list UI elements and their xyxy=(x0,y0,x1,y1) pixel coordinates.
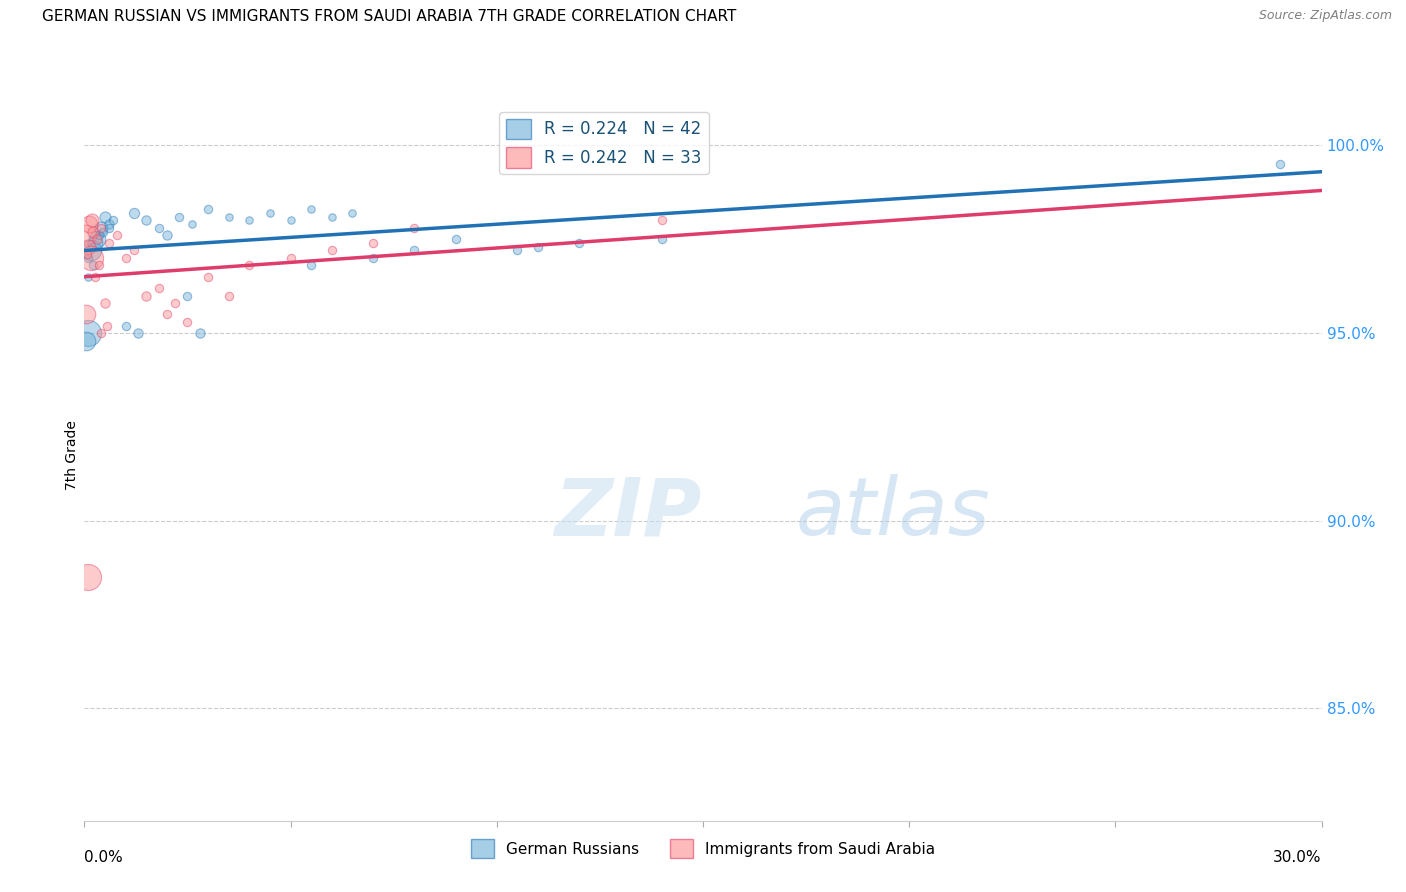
Point xyxy=(82,259,104,273)
Point xyxy=(651,232,673,246)
Point xyxy=(77,570,100,584)
Point xyxy=(114,318,136,333)
Point xyxy=(361,251,384,265)
Point xyxy=(361,235,384,250)
Point xyxy=(80,213,103,227)
Point xyxy=(259,206,281,220)
Point xyxy=(122,206,145,220)
Point xyxy=(188,326,211,340)
Point xyxy=(87,259,110,273)
Point xyxy=(651,213,673,227)
Point xyxy=(127,326,149,340)
Point xyxy=(96,318,118,333)
Point xyxy=(176,288,198,302)
Text: GERMAN RUSSIAN VS IMMIGRANTS FROM SAUDI ARABIA 7TH GRADE CORRELATION CHART: GERMAN RUSSIAN VS IMMIGRANTS FROM SAUDI … xyxy=(42,9,737,24)
Text: 30.0%: 30.0% xyxy=(1274,850,1322,865)
Point xyxy=(77,326,100,340)
Point xyxy=(135,288,157,302)
Point xyxy=(197,202,219,217)
Point xyxy=(280,213,302,227)
Point xyxy=(238,259,260,273)
Point xyxy=(122,244,145,258)
Point xyxy=(90,221,112,235)
Point xyxy=(98,221,121,235)
Y-axis label: 7th Grade: 7th Grade xyxy=(65,420,79,490)
Point xyxy=(76,240,98,254)
Point xyxy=(114,251,136,265)
Point xyxy=(299,259,322,273)
Point xyxy=(76,247,98,261)
Point xyxy=(197,269,219,284)
Point xyxy=(86,232,108,246)
Point xyxy=(83,269,105,284)
Point xyxy=(444,232,467,246)
Point xyxy=(527,240,550,254)
Point xyxy=(218,288,240,302)
Point xyxy=(103,213,125,227)
Point xyxy=(82,225,104,239)
Point xyxy=(94,296,117,310)
Point xyxy=(167,210,190,224)
Text: atlas: atlas xyxy=(796,475,991,552)
Point xyxy=(156,307,179,321)
Point xyxy=(87,228,110,243)
Point xyxy=(148,281,170,295)
Point xyxy=(321,210,343,224)
Point xyxy=(98,217,121,231)
Point xyxy=(1270,157,1292,171)
Point xyxy=(238,213,260,227)
Point xyxy=(77,269,100,284)
Point xyxy=(568,235,591,250)
Point xyxy=(91,225,114,239)
Point xyxy=(404,244,426,258)
Point xyxy=(180,217,202,231)
Point xyxy=(299,202,322,217)
Point xyxy=(83,235,105,250)
Text: Source: ZipAtlas.com: Source: ZipAtlas.com xyxy=(1258,9,1392,22)
Point xyxy=(404,221,426,235)
Point xyxy=(75,334,97,348)
Point xyxy=(105,228,128,243)
Point xyxy=(280,251,302,265)
Point xyxy=(90,326,112,340)
Text: ZIP: ZIP xyxy=(554,475,702,552)
Point xyxy=(135,213,157,227)
Point xyxy=(86,232,108,246)
Point xyxy=(76,251,98,265)
Point xyxy=(94,210,117,224)
Point xyxy=(218,210,240,224)
Legend: German Russians, Immigrants from Saudi Arabia: German Russians, Immigrants from Saudi A… xyxy=(465,833,941,864)
Point xyxy=(165,296,187,310)
Point xyxy=(321,244,343,258)
Point xyxy=(79,217,101,231)
Point xyxy=(98,235,121,250)
Point xyxy=(79,251,101,265)
Point xyxy=(506,244,529,258)
Point xyxy=(148,221,170,235)
Point xyxy=(156,228,179,243)
Point xyxy=(342,206,364,220)
Point xyxy=(176,315,198,329)
Point xyxy=(75,228,97,243)
Point xyxy=(75,307,97,321)
Point xyxy=(79,244,101,258)
Point xyxy=(90,221,112,235)
Text: 0.0%: 0.0% xyxy=(84,850,124,865)
